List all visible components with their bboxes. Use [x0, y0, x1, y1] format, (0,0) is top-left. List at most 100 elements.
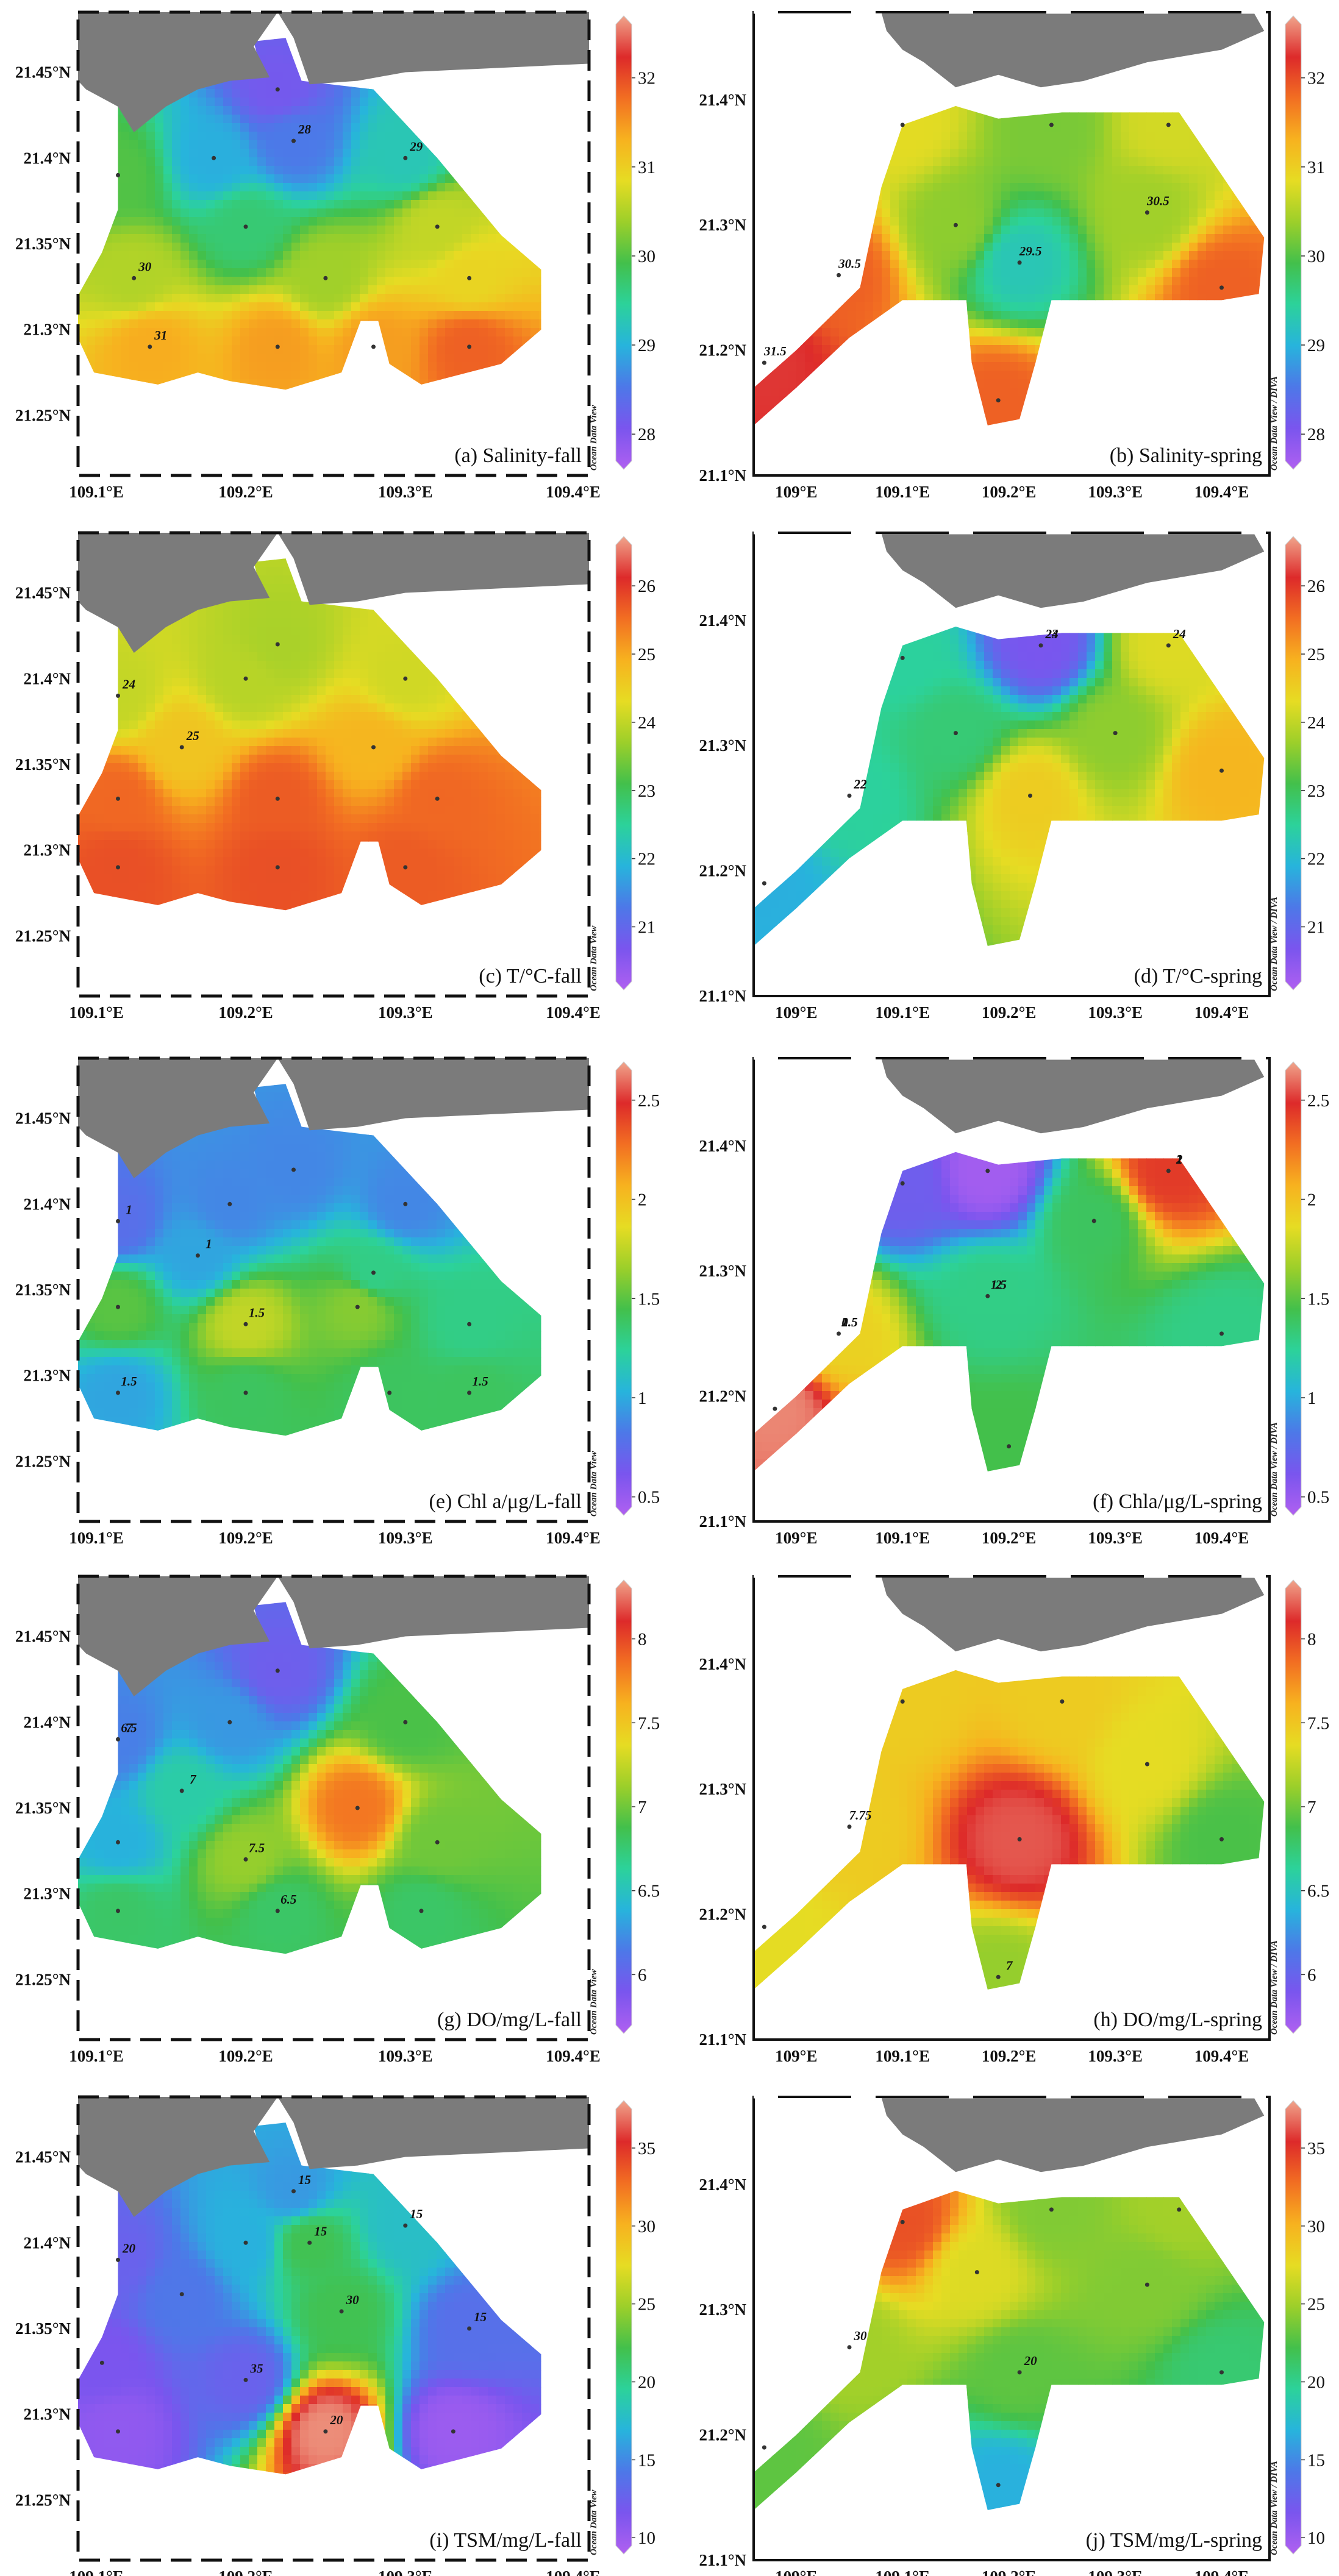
contour-label: 1	[126, 1202, 132, 1217]
station-marker	[467, 1390, 472, 1395]
colorbar	[615, 536, 632, 991]
frame	[76, 1056, 591, 1523]
colorbar-tick-label: 28	[638, 425, 655, 444]
y-tick-label: 21.35°N	[15, 235, 71, 253]
station-marker	[900, 1699, 905, 1704]
x-tick-label: 109.4°E	[1194, 1003, 1249, 1022]
x-tick-label: 109.4°E	[1194, 1529, 1249, 1547]
colorbar-tick-label: 25	[1307, 645, 1325, 664]
colorbar-tick-label: 21	[638, 918, 655, 938]
station-marker	[847, 793, 852, 798]
colorbar-tick-label: 1.5	[1307, 1289, 1329, 1309]
station-marker	[387, 1390, 392, 1395]
station-marker	[762, 1924, 766, 1929]
station-marker	[116, 1390, 120, 1395]
station-marker	[762, 2445, 766, 2450]
x-tick-label: 109.4°E	[1194, 2567, 1249, 2576]
station-marker	[116, 173, 120, 177]
x-tick-label: 109.2°E	[218, 1003, 273, 1022]
y-tick-label: 21.4°N	[699, 1137, 746, 1155]
station-marker	[435, 224, 440, 229]
station-marker	[1219, 285, 1224, 290]
station-marker	[1017, 2370, 1022, 2375]
x-tick-label: 109.2°E	[982, 483, 1037, 501]
land-d	[881, 533, 1265, 608]
colorbar-tick-label: 2.5	[638, 1091, 660, 1111]
station-marker	[1060, 1699, 1065, 1704]
colorbar-tick-label: 20	[638, 2373, 655, 2393]
colorbar-tick-label: 26	[1307, 577, 1325, 596]
station-marker	[403, 2223, 408, 2228]
x-tick-label: 109.1°E	[875, 1529, 930, 1547]
station-marker	[467, 276, 472, 280]
station-marker	[1091, 1219, 1096, 1223]
colorbar-tick-label: 1	[1307, 1389, 1316, 1408]
station-marker	[323, 2429, 328, 2434]
x-tick-label: 109.4°E	[1194, 483, 1249, 501]
colorbar-tick-label: 31	[1307, 158, 1325, 177]
colorbar-tick-label: 15	[1307, 2450, 1325, 2470]
station-marker	[116, 1304, 120, 1309]
colorbar	[1285, 2100, 1302, 2555]
frame	[76, 10, 591, 477]
land-c	[78, 533, 589, 653]
station-marker	[1166, 643, 1171, 648]
x-tick-label: 109.4°E	[546, 2567, 601, 2576]
contour-label: 31.5	[763, 344, 787, 358]
station-marker	[1049, 123, 1054, 127]
panel-caption: (h) DO/mg/L-spring	[1093, 2008, 1262, 2031]
colorbar-tick-label: 7.5	[638, 1713, 660, 1733]
contour-label: 1	[1176, 1152, 1183, 1167]
x-tick-label: 109.1°E	[69, 2047, 124, 2065]
x-tick-label: 109.2°E	[218, 2047, 273, 2065]
y-tick-label: 21.35°N	[15, 1799, 71, 1817]
frame	[76, 1574, 591, 2041]
panel-caption: (j) TSM/mg/L-spring	[1086, 2529, 1262, 2552]
station-marker	[275, 642, 280, 647]
land-e	[78, 1058, 589, 1179]
contour-label: 20	[329, 2413, 343, 2427]
x-tick-label: 109.2°E	[982, 2567, 1037, 2576]
colorbar-tick-label: 23	[1307, 781, 1325, 801]
station-marker	[1038, 643, 1043, 648]
x-tick-label: 109.2°E	[982, 1003, 1037, 1022]
frame	[752, 1057, 1271, 1523]
station-marker	[179, 745, 184, 750]
x-tick-label: 109.3°E	[1088, 1529, 1143, 1547]
station-marker	[195, 1253, 200, 1258]
y-tick-label: 21.45°N	[15, 1628, 71, 1646]
panel-caption: (d) T/°C-spring	[1134, 965, 1262, 987]
x-tick-label: 109.1°E	[875, 2047, 930, 2065]
station-marker	[323, 276, 328, 280]
y-tick-label: 21.2°N	[699, 2426, 746, 2444]
station-marker	[275, 344, 280, 349]
colorbar	[1285, 536, 1302, 991]
odv-credit: Ocean Data View	[589, 2489, 599, 2555]
station-marker	[291, 2189, 296, 2194]
colorbar-tick-label: 29	[1307, 336, 1325, 355]
x-tick-label: 109.4°E	[546, 483, 601, 501]
colorbar-tick-label: 20	[1307, 2373, 1325, 2393]
colorbar-tick-label: 30	[638, 247, 655, 266]
station-marker	[419, 1909, 424, 1913]
panel-h: 7.75 7 21.4°N 21.3°N 21.2°N 21.1°N 109°E 109.1°…	[699, 1574, 1329, 2065]
y-tick-label: 21.35°N	[15, 1281, 71, 1299]
colorbar-tick-label: 26	[638, 577, 655, 596]
y-tick-label: 21.4°N	[699, 1655, 746, 1673]
contour-label: 0.5	[841, 1315, 857, 1329]
panel-caption: (a) Salinity-fall	[454, 444, 582, 467]
x-tick-label: 109.2°E	[218, 2567, 273, 2576]
x-tick-label: 109.1°E	[69, 2567, 124, 2576]
y-tick-label: 21.3°N	[699, 216, 746, 234]
contour-label: 1.5	[249, 1305, 265, 1320]
station-marker	[985, 1169, 990, 1173]
station-marker	[243, 224, 248, 229]
station-marker	[1219, 2370, 1224, 2375]
station-marker	[467, 1322, 472, 1326]
station-marker	[355, 1304, 360, 1309]
station-marker	[116, 2257, 120, 2262]
colorbar-tick-label: 6.5	[1307, 1882, 1329, 1901]
colorbar-tick-label: 7	[1307, 1798, 1316, 1817]
station-marker	[996, 1974, 1001, 1979]
